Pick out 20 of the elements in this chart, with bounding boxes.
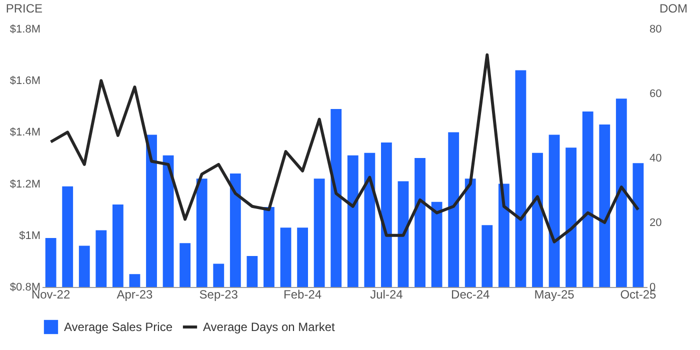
y2-axis-title: DOM — [660, 2, 688, 16]
x-tick-label: Sep-23 — [199, 288, 238, 302]
legend-label: Average Sales Price — [64, 320, 173, 334]
y-tick-label: $1.8M — [10, 24, 40, 36]
legend-label: Average Days on Market — [203, 320, 336, 334]
y-tick-label: $1.2M — [10, 178, 40, 190]
x-tick-label: Feb-24 — [284, 288, 322, 302]
y-tick-label: $1.4M — [10, 126, 40, 139]
line-series — [49, 53, 640, 244]
x-tick-label: May-25 — [534, 288, 575, 302]
y2-tick-label: 60 — [650, 88, 662, 100]
y2-tick-label: 20 — [650, 217, 662, 229]
x-tick-label: Jul-24 — [370, 288, 404, 302]
y-tick-label: $1.6M — [10, 75, 40, 88]
y-axis-title: PRICE — [6, 2, 42, 16]
y-tick-label: $1M — [19, 230, 40, 242]
x-tick-label: Apr-23 — [116, 288, 154, 302]
y2-tick-label: 40 — [650, 152, 662, 164]
y2-tick-label: 80 — [650, 24, 662, 36]
x-tick-label: Dec-24 — [451, 288, 490, 302]
